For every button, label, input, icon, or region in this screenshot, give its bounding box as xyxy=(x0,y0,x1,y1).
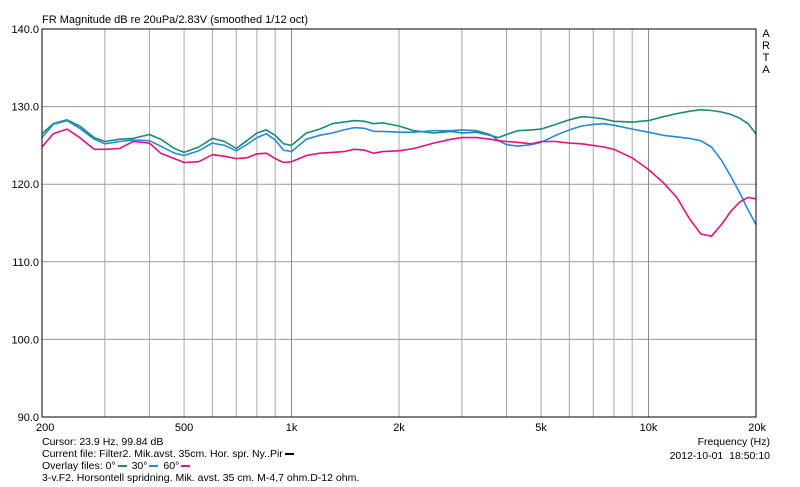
arta-letter: T xyxy=(762,52,770,64)
arta-letter: A xyxy=(762,64,770,76)
cursor-readout: Cursor: 23.9 Hz, 99.84 dB xyxy=(42,436,164,448)
x-tick-label: 200 xyxy=(36,422,54,434)
timestamp-date: 2012-10-01 xyxy=(669,450,724,462)
overlay-item-0: 0° xyxy=(105,460,116,472)
overlay-swatch-30 xyxy=(149,465,159,468)
overlay-item-60: 60° xyxy=(163,460,180,472)
x-tick-label: 5k xyxy=(535,422,547,434)
current-file-label: Current file: Filter2. Mik.avst. 35cm. H… xyxy=(42,448,296,460)
series-line-2 xyxy=(41,128,757,237)
description-text: 3-v.F2. Horsontell spridning. Mik. avst.… xyxy=(42,472,360,484)
overlay-item-30: 30° xyxy=(131,460,148,472)
x-tick-label: 1k xyxy=(286,422,298,434)
y-axis: 140.0 130.0 120.0 110.0 100.0 90.0 xyxy=(11,24,39,424)
overlay-label: Overlay files: xyxy=(42,460,103,472)
chart-grid xyxy=(42,28,756,418)
x-tick-label: 20k xyxy=(748,422,766,434)
series-line-0 xyxy=(41,108,757,154)
arta-letter: R xyxy=(762,40,770,52)
x-tick-label: 10k xyxy=(640,422,658,434)
timestamp: 2012-10-01 18:50:10 xyxy=(670,450,770,462)
arta-watermark: A R T A xyxy=(760,28,772,76)
x-axis: 200 500 1k 2k 5k 10k 20k xyxy=(36,422,766,434)
y-tick-label: 90.0 xyxy=(18,412,39,424)
x-tick-label: 2k xyxy=(393,422,405,434)
overlay-swatch-60 xyxy=(181,465,191,468)
chart-title: FR Magnitude dB re 20uPa/2.83V (smoothed… xyxy=(42,14,308,26)
current-file-text: Current file: Filter2. Mik.avst. 35cm. H… xyxy=(42,448,283,460)
series-line-1 xyxy=(41,119,757,225)
series-layer xyxy=(41,108,757,237)
overlay-swatch-0 xyxy=(117,465,127,468)
y-tick-label: 140.0 xyxy=(11,24,39,36)
x-axis-label: Frequency (Hz) xyxy=(697,436,770,448)
x-tick-label: 500 xyxy=(175,422,193,434)
y-tick-label: 110.0 xyxy=(12,257,39,269)
plot-frame xyxy=(41,28,757,418)
timestamp-time: 18:50:10 xyxy=(729,450,770,462)
current-file-swatch xyxy=(284,453,294,456)
y-tick-label: 100.0 xyxy=(11,334,39,346)
arta-letter: A xyxy=(762,28,770,40)
y-tick-label: 120.0 xyxy=(11,179,39,191)
y-tick-label: 130.0 xyxy=(11,102,39,114)
overlay-files: Overlay files: 0° 30° 60° xyxy=(42,460,192,472)
